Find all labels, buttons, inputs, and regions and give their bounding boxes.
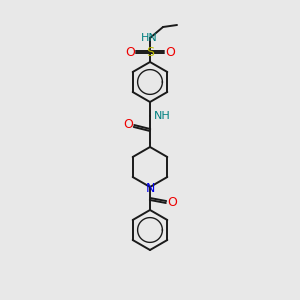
Text: O: O [125, 46, 135, 59]
Text: N: N [145, 182, 155, 194]
Text: O: O [165, 46, 175, 59]
Text: NH: NH [154, 111, 170, 121]
Text: S: S [146, 46, 154, 59]
Text: O: O [167, 196, 177, 209]
Text: O: O [123, 118, 133, 131]
Text: HN: HN [141, 33, 158, 43]
